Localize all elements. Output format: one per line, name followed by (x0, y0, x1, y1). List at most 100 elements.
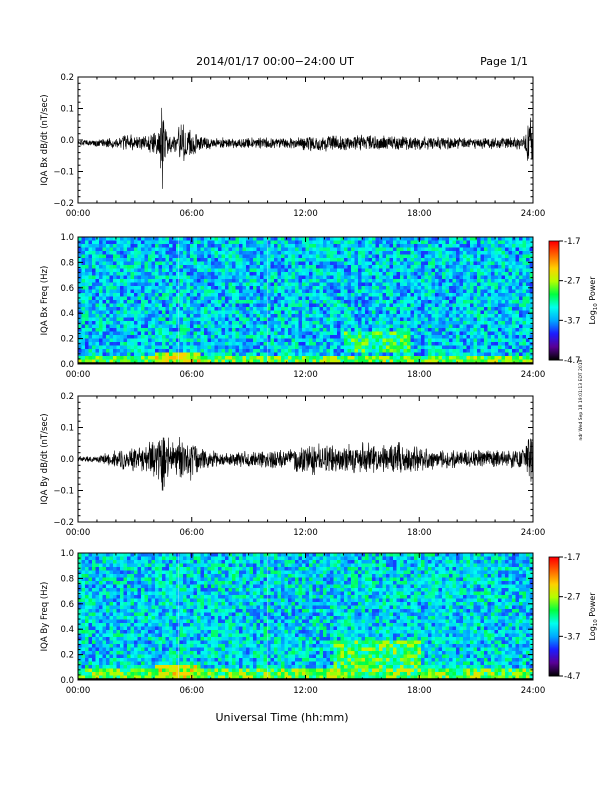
panel-by-waveform: 00:00 06:00 12:00 18:00 24:00 0.2 0.1 0.0 −0.1 −0… (40, 392, 545, 538)
colorbar-segment (549, 253, 559, 256)
colorbar-segment (549, 574, 559, 577)
colorbar-segment (549, 350, 559, 352)
colorbar-segment (549, 325, 559, 327)
colorbar-segment (549, 332, 559, 334)
colorbar-segment (549, 604, 559, 606)
colorbar-label: Log10 Power (588, 276, 599, 325)
colorbar-segment (549, 285, 559, 288)
colorbar-segment (549, 626, 559, 628)
colorbar-frame (548, 556, 560, 677)
x-tick-label: 12:00 (293, 209, 318, 219)
colorbar-segment (549, 659, 559, 661)
colorbar-segment (549, 293, 559, 295)
x-tick-label: 12:00 (293, 686, 318, 696)
colorbar-segment (549, 662, 559, 664)
colorbar-segment (549, 257, 559, 260)
colorbar-segment (549, 660, 559, 662)
colorbar-tick-label: -4.7 (564, 356, 581, 366)
colorbar-segment (549, 318, 559, 320)
colorbar-segment (549, 665, 559, 667)
colorbar-segment (549, 641, 559, 643)
colorbar-segment (549, 342, 559, 344)
colorbar-segment (549, 274, 559, 277)
colorbar-segment (549, 335, 559, 337)
panel-bx-spectrogram: 00:00 06:00 12:00 18:00 24:00 1.0 0.8 0.6 0.4 0.2… (40, 233, 545, 380)
colorbar-segment (549, 557, 559, 560)
colorbar-segment (549, 589, 559, 592)
colorbar-segment (549, 288, 559, 290)
colorbar-label: Log10 Power (588, 592, 599, 641)
colorbar-segment (549, 283, 559, 286)
colorbar-segment (549, 312, 559, 314)
x-tick-label: 00:00 (66, 686, 91, 696)
colorbar-segment (549, 324, 559, 326)
colorbar-segment (549, 619, 559, 621)
y-tick-label: 0.2 (60, 335, 74, 345)
colorbar-segment (549, 347, 559, 349)
colorbar-segment (549, 327, 559, 329)
colorbar-segment (549, 291, 559, 293)
colorbar-segment (549, 630, 559, 632)
colorbar-segment (549, 636, 559, 638)
colorbar-segment (549, 557, 559, 559)
colorbar-segment (549, 280, 559, 283)
colorbar-segment (549, 633, 559, 635)
colorbar-segment (549, 579, 559, 582)
colorbar-segment (549, 609, 559, 611)
colorbar-segment (549, 301, 559, 303)
colorbar-tick-label: -3.7 (564, 632, 581, 642)
x-tick-label: 00:00 (66, 209, 91, 219)
colorbar-segment (549, 297, 559, 299)
colorbar-segment (549, 566, 559, 569)
colorbar-segment (549, 631, 559, 633)
colorbar-segment (549, 599, 559, 602)
colorbar-segment (549, 572, 559, 575)
colorbar-segment (549, 560, 559, 563)
colorbar-segment (549, 634, 559, 636)
x-tick-label: 24:00 (521, 370, 546, 380)
colorbar-segment (549, 268, 559, 271)
y-axis-label: IQA Bx Freq (Hz) (40, 266, 50, 336)
colorbar-segment (549, 331, 559, 333)
colorbar-segment (549, 292, 559, 294)
side-timestamp: ndr Wed Sep 18 19:01:13 EDT 2019 (578, 359, 584, 440)
colorbar-segment (549, 658, 559, 660)
colorbar-segment (549, 278, 559, 281)
colorbar-segment (549, 666, 559, 668)
colorbar-segment (549, 317, 559, 319)
colorbar-segment (549, 345, 559, 347)
colorbar-segment (549, 567, 559, 570)
colorbar-segment (549, 611, 559, 613)
colorbar-segment (549, 351, 559, 353)
colorbar-segment (549, 333, 559, 335)
colorbar-segment (549, 352, 559, 354)
colorbar-segment (549, 637, 559, 639)
colorbar-segment (549, 279, 559, 282)
colorbar-segment (549, 320, 559, 322)
colorbar-segment (549, 671, 559, 673)
colorbar-segment (549, 590, 559, 593)
colorbar-segment (549, 302, 559, 304)
y-tick-label: −0.1 (53, 487, 74, 497)
y-tick-label: −0.2 (53, 199, 74, 209)
colorbar-segment (549, 303, 559, 305)
colorbar-segment (549, 271, 559, 274)
x-tick-label: 18:00 (407, 209, 432, 219)
colorbar-segment (549, 263, 559, 266)
colorbar-segment (549, 242, 559, 245)
colorbar-segment (549, 600, 559, 603)
colorbar-segment (549, 640, 559, 642)
y-tick-label: 0.4 (60, 309, 74, 319)
colorbar-segment (549, 322, 559, 324)
colorbar-segment (549, 571, 559, 574)
colorbar-frame (548, 240, 560, 361)
colorbar-segment (549, 618, 559, 620)
colorbar-segment (549, 669, 559, 671)
colorbar-segment (549, 629, 559, 631)
colorbar-segment (549, 644, 559, 646)
colorbar-segment (549, 656, 559, 658)
x-tick-label: 24:00 (521, 528, 546, 538)
colorbar-segment (549, 353, 559, 355)
x-tick-label: 18:00 (407, 686, 432, 696)
colorbar-segment (549, 601, 559, 604)
